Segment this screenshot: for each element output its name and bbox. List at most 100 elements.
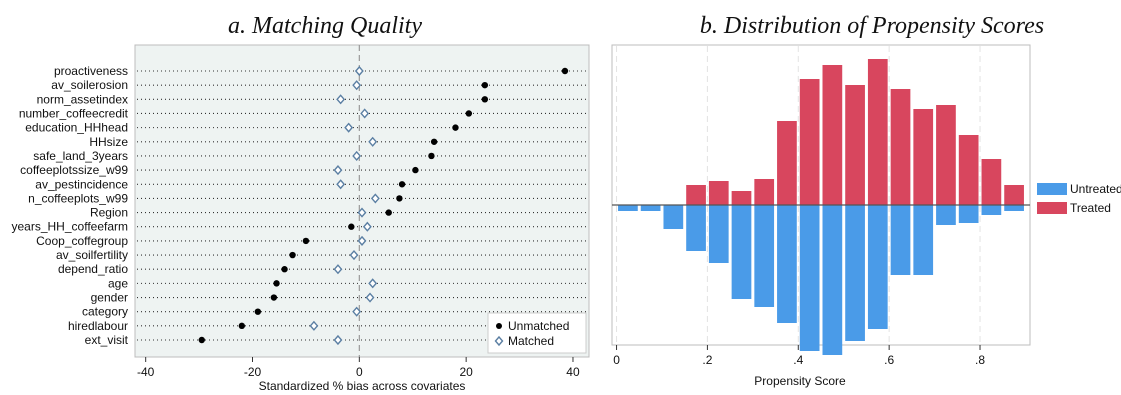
- untreated-bar: [708, 205, 729, 263]
- treated-bar: [890, 89, 911, 205]
- x-tick-label: 0: [613, 353, 620, 367]
- treated-bar: [686, 185, 706, 205]
- matched-point: [352, 80, 362, 91]
- covariate-label: number_coffeecredit: [19, 106, 129, 120]
- unmatched-point: [289, 251, 296, 259]
- covariate-label: depend_ratio: [58, 262, 128, 276]
- unmatched-point: [465, 110, 473, 117]
- untreated-bar: [686, 205, 706, 251]
- covariate-label: Region: [90, 206, 128, 220]
- untreated-bar: [981, 205, 1002, 215]
- legend-box: [487, 312, 587, 354]
- matched-point: [362, 221, 372, 232]
- untreated-bar: [640, 205, 661, 211]
- treated-bar: [958, 135, 979, 205]
- unmatched-point: [281, 266, 288, 273]
- untreated-bar: [913, 205, 934, 275]
- treated-bar: [777, 121, 797, 205]
- legend-matched-marker: [494, 335, 504, 347]
- matched-point: [370, 193, 380, 204]
- unmatched-point: [254, 308, 262, 315]
- matched-point: [309, 320, 319, 331]
- matched-point: [368, 136, 378, 147]
- treated-bar: [731, 191, 752, 205]
- covariate-label: hiredlabour: [68, 319, 128, 333]
- x-tick-label: 40: [566, 365, 580, 379]
- legend-treated-swatch: [1037, 202, 1067, 214]
- treated-bar: [845, 85, 865, 205]
- panel-a-legend: Unmatched Matched: [487, 312, 587, 354]
- treated-bar: [1004, 185, 1024, 205]
- legend-unmatched-label: Unmatched: [508, 319, 569, 333]
- untreated-bar: [845, 205, 865, 341]
- unmatched-point: [430, 138, 438, 145]
- matched-point: [336, 94, 346, 105]
- unmatched-point: [481, 96, 489, 103]
- matched-point: [333, 165, 343, 176]
- treated-bar: [981, 159, 1002, 205]
- untreated-bar: [731, 205, 752, 299]
- x-tick-label: -40: [137, 365, 155, 379]
- unmatched-point: [561, 67, 569, 75]
- legend-untreated-swatch: [1037, 183, 1067, 195]
- propensity-score-panel: b. Distribution of Propensity Scores 0 .2…: [611, 13, 1121, 388]
- unmatched-point: [302, 237, 310, 245]
- panel-b-x-axis-label: Propensity Score: [754, 374, 846, 388]
- unmatched-point: [481, 81, 489, 89]
- treated-bar: [799, 79, 820, 205]
- matched-point: [352, 150, 362, 162]
- matched-point: [349, 249, 359, 261]
- x-tick-label: 20: [459, 365, 473, 379]
- covariate-label: av_pestincidence: [35, 177, 128, 191]
- matched-point: [344, 122, 354, 133]
- x-tick-label: .4: [793, 353, 803, 367]
- panel-a-x-axis-label: Standardized % bias across covariates: [259, 379, 466, 393]
- covariate-label: safe_land_3years: [33, 149, 128, 163]
- treated-bar: [936, 105, 956, 205]
- covariate-label: proactiveness: [54, 64, 128, 78]
- matched-point: [352, 306, 362, 317]
- matched-point: [360, 108, 370, 119]
- legend-untreated-label: Untreated: [1070, 182, 1121, 196]
- matched-point: [357, 207, 367, 218]
- unmatched-point: [398, 181, 406, 188]
- treated-bar: [708, 181, 729, 205]
- matching-quality-panel: a. Matching Quality proactivenessav_soil…: [12, 13, 590, 393]
- unmatched-point: [396, 195, 403, 202]
- unmatched-point: [412, 166, 419, 174]
- covariate-label: ext_visit: [85, 333, 129, 347]
- untreated-bar: [822, 205, 843, 355]
- x-tick-label: .6: [884, 353, 894, 367]
- covariate-label: education_HHhead: [25, 121, 128, 135]
- treated-bar: [754, 179, 775, 205]
- unmatched-point: [198, 336, 205, 344]
- covariate-label: coffeeplotssize_w99: [20, 163, 128, 177]
- untreated-bar: [754, 205, 775, 307]
- matched-point: [365, 292, 375, 303]
- covariate-label: n_coffeeplots_w99: [28, 191, 128, 205]
- x-tick-label: .8: [975, 353, 985, 367]
- unmatched-point: [428, 152, 435, 160]
- untreated-bar: [867, 205, 888, 329]
- untreated-bar: [663, 205, 684, 229]
- matched-point: [354, 65, 364, 77]
- matched-point: [357, 235, 367, 246]
- untreated-bar: [890, 205, 911, 275]
- unmatched-point: [385, 209, 392, 216]
- untreated-bar: [618, 205, 638, 211]
- legend-treated-label: Treated: [1070, 201, 1111, 215]
- untreated-bar: [1004, 205, 1024, 211]
- covariate-label: norm_assetindex: [37, 92, 128, 106]
- covariate-label: Coop_coffegroup: [36, 234, 128, 248]
- matched-point: [368, 278, 378, 289]
- untreated-bar: [958, 205, 979, 223]
- untreated-bar: [777, 205, 797, 323]
- covariate-label: av_soilerosion: [51, 78, 128, 92]
- covariate-label: av_soilfertility: [56, 248, 128, 262]
- untreated-bar: [799, 205, 820, 351]
- matched-point: [333, 334, 343, 346]
- covariate-label: years_HH_coffeefarm: [12, 220, 129, 234]
- unmatched-point: [348, 223, 355, 230]
- covariate-label: category: [82, 305, 128, 319]
